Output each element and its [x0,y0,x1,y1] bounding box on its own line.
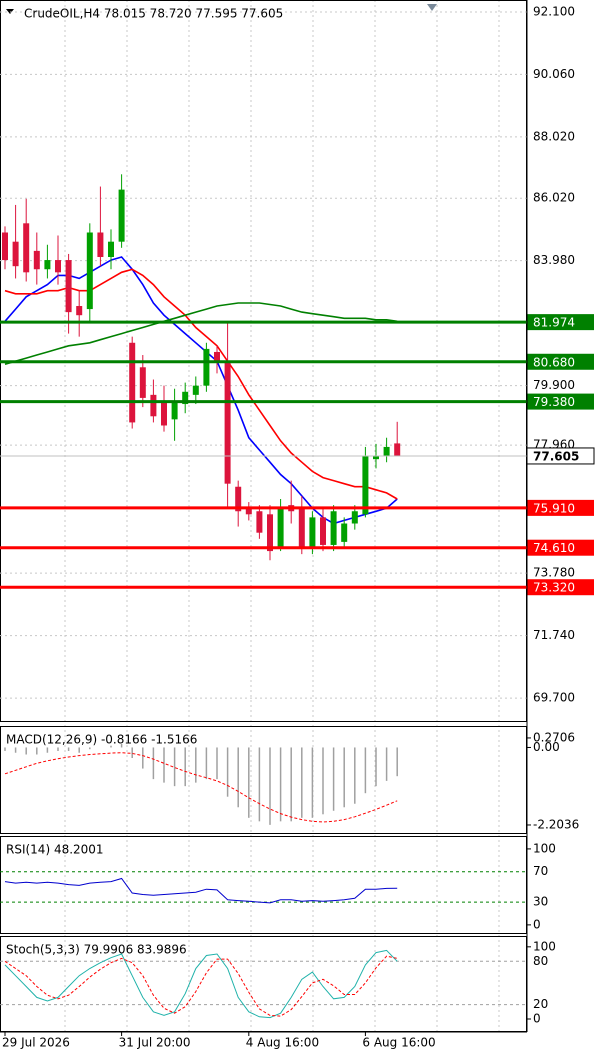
level-label-box [527,539,594,556]
level-label-box [527,393,594,410]
candle-body [139,367,146,398]
candle-body [161,400,167,426]
candle-body [298,508,305,549]
candle-body [118,189,125,242]
y-tick-label: 100 [533,939,556,953]
candle-body [44,260,51,270]
candle-body [2,232,8,261]
y-tick-label: 71.740 [533,628,575,642]
candle-body [277,508,284,549]
level-label: 79.380 [533,395,575,409]
shift-marker[interactable] [427,4,437,11]
panel-title: Stoch(5,3,3) 79.9906 83.9896 [6,943,187,957]
candle-body [182,391,189,405]
candle-body [235,486,242,512]
level-label: 75.910 [533,501,575,515]
y-tick-label: 0.00 [533,740,560,754]
candle-body [65,260,72,313]
candle-body [224,361,231,484]
candle-body [330,511,337,545]
y-tick-label: 79.900 [533,378,575,392]
moving-average [4,302,398,365]
candle-body [214,351,220,362]
y-tick-label: 0 [533,1012,541,1026]
x-tick-label: 4 Aug 16:00 [246,1036,319,1050]
indicator-line [4,949,398,1019]
candle-body [351,511,358,524]
candle-body [362,456,369,515]
candle-body [76,306,83,316]
y-tick-label: 83.980 [533,253,575,267]
level-label-box [527,353,594,370]
candle-body [192,385,199,395]
candle-body [267,514,273,552]
y-tick-label: 20 [533,997,548,1011]
panel-title: RSI(14) 48.2001 [6,843,104,857]
level-label: 81.974 [533,316,575,330]
indicator-line [4,877,398,904]
y-tick-label: 90.060 [533,67,575,81]
level-label: 80.680 [533,355,575,369]
y-tick-label: 92.100 [533,4,575,18]
level-label-box [527,579,594,596]
candle-body [23,223,30,273]
candle-body [341,523,348,542]
candle-body [203,348,210,386]
x-tick-label: 6 Aug 16:00 [362,1036,435,1050]
y-tick-label: 69.700 [533,691,575,705]
level-label: 74.610 [533,541,575,555]
level-label: 73.320 [533,581,575,595]
y-tick-label: 30 [533,895,548,909]
y-tick-label: 88.020 [533,129,575,143]
candle-body [256,511,263,533]
y-tick-label: 0.2706 [533,730,575,744]
candle-body [394,443,401,456]
y-tick-label: 100 [533,841,556,855]
candle-body [320,517,326,545]
candle-body [55,260,61,273]
candle-body [245,508,252,515]
y-tick-label: 86.020 [533,191,575,205]
y-tick-label: 73.780 [533,566,575,580]
signal-line [4,752,398,823]
candle-body [33,250,40,270]
y-tick-label: 80 [533,954,548,968]
candle-body [150,394,157,417]
candle-body [108,241,114,258]
candle-body [129,342,136,423]
level-label-box [527,499,594,516]
y-tick-label: 70 [533,864,548,878]
panel-title: CrudeOIL,H4 78.015 78.720 77.595 77.605 [24,7,283,21]
y-tick-label: 0 [533,917,541,931]
y-tick-label: -2.2036 [533,817,579,831]
candle-body [12,241,19,267]
indicator-line [4,955,398,1017]
candle-body [383,446,390,457]
candle-body [86,232,93,310]
candle-body [97,232,104,258]
level-label-box [527,314,594,331]
last-price-label: 77.605 [533,449,579,463]
candle-body [373,456,379,460]
candle-body [171,400,178,420]
panel-title: MACD(12,26,9) -0.8166 -1.5166 [6,733,197,747]
candle-body [309,517,316,549]
x-tick-label: 31 Jul 20:00 [119,1036,191,1050]
x-tick-label: 29 Jul 2026 [2,1036,70,1050]
